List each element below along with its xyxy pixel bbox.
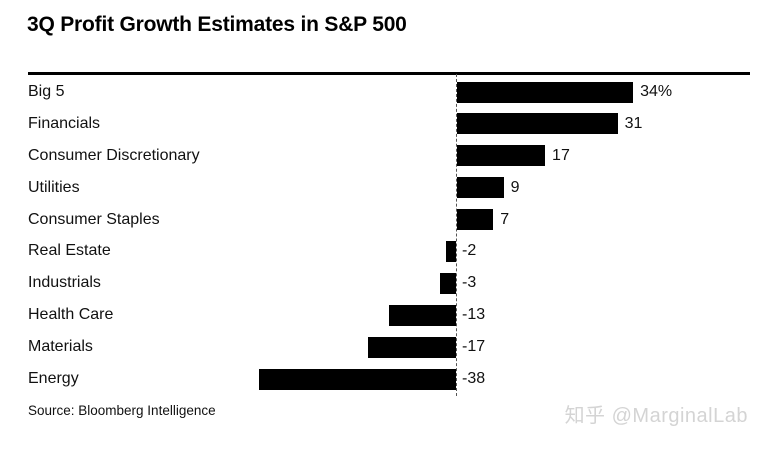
bar bbox=[457, 145, 546, 167]
chart-row: Energy -38 bbox=[28, 363, 750, 395]
top-rule-divider bbox=[28, 72, 750, 75]
value-label: -17 bbox=[462, 338, 486, 356]
watermark: 知乎 @MarginalLab bbox=[564, 405, 748, 427]
value-label: -3 bbox=[462, 274, 477, 292]
bar bbox=[388, 304, 456, 326]
chart-row: Big 5 34% bbox=[28, 76, 750, 108]
bar bbox=[445, 241, 456, 262]
bar bbox=[367, 336, 456, 358]
chart-row: Financials 31 bbox=[28, 108, 750, 140]
value-label: -38 bbox=[462, 370, 486, 388]
category-label: Real Estate bbox=[28, 242, 111, 260]
category-label: Big 5 bbox=[28, 82, 65, 100]
bar-chart: Big 5 34% Financials 31 Consumer Discretiona… bbox=[28, 74, 750, 396]
chart-row: Industrials -3 bbox=[28, 267, 750, 299]
category-label: Utilities bbox=[28, 178, 80, 196]
bar bbox=[457, 113, 618, 135]
value-label: 9 bbox=[510, 178, 520, 196]
category-label: Industrials bbox=[28, 274, 101, 292]
category-label: Consumer Discretionary bbox=[28, 146, 200, 164]
category-label: Health Care bbox=[28, 306, 114, 324]
zero-axis-line bbox=[456, 74, 457, 396]
chart-row: Real Estate -2 bbox=[28, 236, 750, 268]
bar bbox=[457, 177, 504, 199]
bar bbox=[457, 209, 494, 231]
category-label: Materials bbox=[28, 338, 93, 356]
category-label: Consumer Staples bbox=[28, 210, 160, 228]
value-label: -2 bbox=[462, 242, 477, 260]
value-label: 31 bbox=[624, 114, 643, 132]
chart-row: Materials -17 bbox=[28, 331, 750, 363]
chart-row: Health Care -13 bbox=[28, 299, 750, 331]
value-label: 34% bbox=[640, 82, 673, 100]
bar bbox=[457, 81, 634, 103]
category-label: Energy bbox=[28, 370, 79, 388]
value-label: -13 bbox=[462, 306, 486, 324]
chart-row: Consumer Staples 7 bbox=[28, 204, 750, 236]
source-note: Source: Bloomberg Intelligence bbox=[28, 403, 216, 418]
chart-row: Utilities 9 bbox=[28, 172, 750, 204]
value-label: 17 bbox=[552, 146, 570, 164]
bar bbox=[259, 368, 456, 390]
category-label: Financials bbox=[28, 114, 101, 132]
chart-row: Consumer Discretionary 17 bbox=[28, 140, 750, 172]
bar bbox=[440, 272, 456, 294]
value-label: 7 bbox=[500, 210, 510, 228]
chart-title: 3Q Profit Growth Estimates in S&P 500 bbox=[27, 13, 407, 36]
